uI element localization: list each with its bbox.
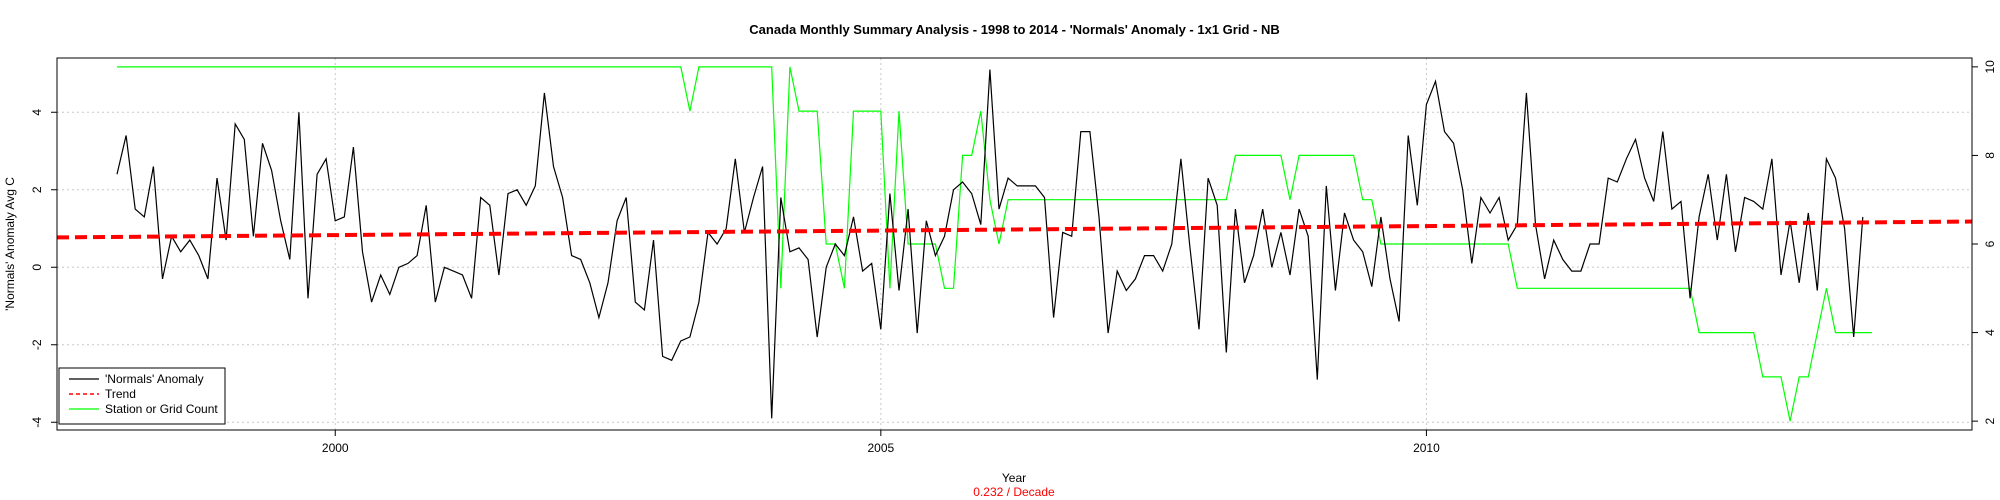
trend-rate-label: 0.232 / Decade (973, 485, 1055, 499)
y2-tick-label: 2 (1983, 417, 1997, 424)
series-line-trend (56, 219, 1973, 240)
legend-box (58, 367, 226, 425)
axes: 2000 2005 2010 -4 -2 0 2 4 2 4 6 8 10 (30, 60, 1997, 455)
x-tick-label: 2005 (867, 441, 894, 455)
y2-tick-label: 8 (1983, 152, 1997, 159)
y-axis-label: 'Normals' Anomaly Avg C (3, 177, 17, 311)
y-tick-label: 4 (30, 109, 44, 116)
legend-label: Trend (105, 387, 136, 401)
y2-tick-label: 4 (1983, 329, 1997, 336)
x-axis-label: Year (1002, 471, 1026, 485)
legend-label: Station or Grid Count (105, 402, 218, 416)
y-tick-label: -2 (30, 339, 44, 350)
y2-tick-label: 10 (1983, 60, 1997, 74)
chart-title: Canada Monthly Summary Analysis - 1998 t… (749, 22, 1279, 37)
legend-label: 'Normals' Anomaly (105, 372, 204, 386)
y-tick-label: 0 (30, 264, 44, 271)
x-tick-label: 2010 (1413, 441, 1440, 455)
series-layer (56, 66, 1973, 422)
x-tick-label: 2000 (322, 441, 349, 455)
y2-tick-label: 6 (1983, 240, 1997, 247)
series-line-station-count (117, 66, 1872, 422)
y-tick-label: -4 (30, 417, 44, 428)
series-line-anomaly (116, 69, 1864, 419)
y-tick-label: 2 (30, 186, 44, 193)
